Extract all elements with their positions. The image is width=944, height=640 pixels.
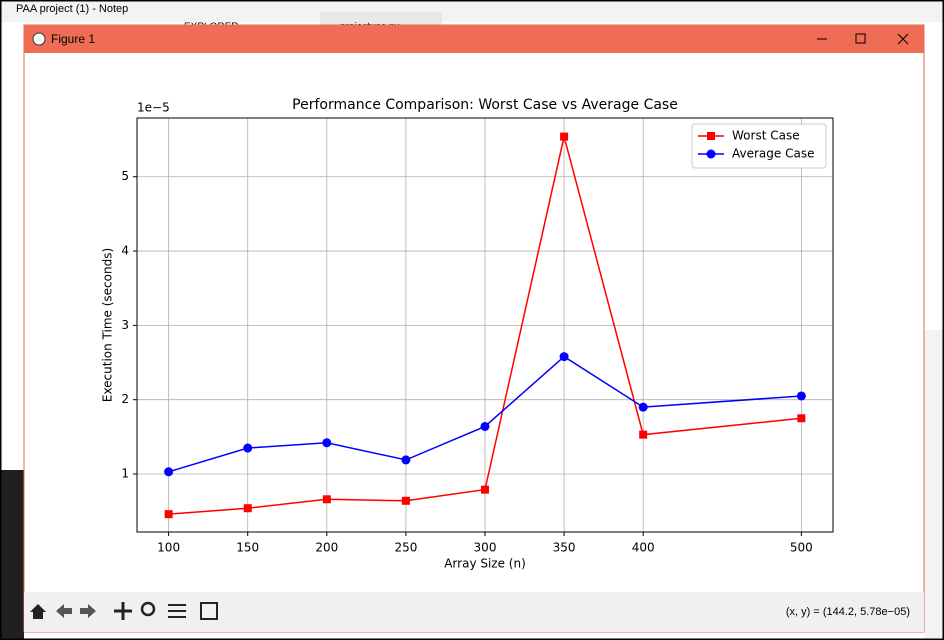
axes-frame <box>136 117 834 533</box>
background-right <box>924 330 944 640</box>
y-tick-label: 4 <box>121 244 129 258</box>
background-sidebar <box>0 470 24 640</box>
y-offset-label: 1e−5 <box>137 101 170 115</box>
chart-title: Performance Comparison: Worst Case vs Av… <box>292 97 678 113</box>
x-tick-label: 100 <box>157 541 180 555</box>
series-line <box>168 136 802 515</box>
data-point <box>322 438 332 448</box>
y-tick-label: 2 <box>121 392 129 406</box>
data-point <box>164 510 173 519</box>
home-button[interactable] <box>30 604 46 619</box>
configure-button[interactable] <box>168 604 186 618</box>
data-point <box>243 443 253 453</box>
y-tick-label: 3 <box>121 318 129 332</box>
data-point <box>638 402 648 412</box>
data-point <box>481 485 489 494</box>
data-point <box>796 391 806 401</box>
plot: Performance Comparison: Worst Case vs Av… <box>101 97 834 571</box>
x-tick-label: 350 <box>553 541 576 555</box>
data-point <box>639 430 648 439</box>
data-point <box>559 352 569 362</box>
y-tick-label: 1 <box>121 467 129 481</box>
background-titlebar <box>0 0 944 22</box>
series-line <box>168 355 802 473</box>
x-tick-label: 300 <box>474 541 497 555</box>
window-title: Figure 1 <box>51 32 95 46</box>
y-tick-label: 5 <box>121 169 129 183</box>
zoom-button[interactable] <box>140 601 156 617</box>
data-point <box>401 455 411 465</box>
legend-label: Average Case <box>732 147 814 161</box>
x-axis-label: Array Size (n) <box>444 557 526 571</box>
x-tick-label: 500 <box>790 541 813 555</box>
data-point <box>401 496 410 505</box>
y-axis-label: Execution Time (seconds) <box>101 248 115 402</box>
save-button[interactable] <box>200 602 218 620</box>
data-point <box>797 414 806 423</box>
x-tick-label: 400 <box>632 541 655 555</box>
data-point <box>560 132 569 141</box>
legend-marker <box>707 132 715 140</box>
background-app-title: PAA project (1) - Notep <box>16 3 128 15</box>
x-tick-label: 200 <box>315 541 338 555</box>
data-point <box>322 495 331 504</box>
cursor-status: (x, y) = (144.2, 5.78e−05) <box>786 606 910 618</box>
data-point <box>164 467 174 477</box>
x-tick-label: 250 <box>394 541 417 555</box>
close-button[interactable] <box>897 33 909 45</box>
data-point <box>480 421 490 431</box>
pan-button[interactable] <box>114 602 132 620</box>
window-icon <box>32 32 46 46</box>
back-button[interactable] <box>56 604 72 618</box>
data-point <box>243 504 252 513</box>
legend-label: Worst Case <box>732 129 800 143</box>
legend-marker <box>706 149 716 159</box>
x-tick-label: 150 <box>236 541 259 555</box>
window-titlebar <box>24 25 924 53</box>
maximize-button[interactable] <box>855 33 866 44</box>
legend-box <box>691 123 827 169</box>
forward-button[interactable] <box>80 604 96 618</box>
